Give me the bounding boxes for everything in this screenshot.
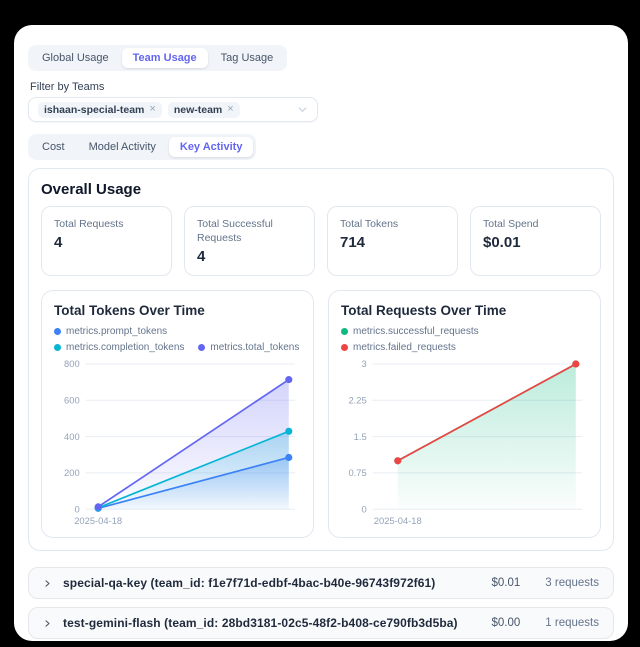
tab-global-usage[interactable]: Global Usage xyxy=(42,52,109,64)
key-spend: $0.01 xyxy=(491,577,521,589)
legend-item: metrics.failed_requests xyxy=(341,342,588,353)
stat-total-spend: Total Spend $0.01 xyxy=(470,206,601,276)
team-chip[interactable]: new-team × xyxy=(167,101,240,118)
legend-dot-icon xyxy=(341,344,348,351)
overall-usage-card: Overall Usage Total Requests 4 Total Suc… xyxy=(28,168,614,551)
chevron-down-icon[interactable] xyxy=(297,104,308,115)
stat-total-tokens: Total Tokens 714 xyxy=(327,206,458,276)
tokens-chart-legend: metrics.prompt_tokens metrics.completion_… xyxy=(54,326,301,353)
key-accordion-row[interactable]: test-gemini-flash (team_id: 28bd3181-02c… xyxy=(28,607,614,639)
tab-team-usage[interactable]: Team Usage xyxy=(121,48,208,68)
svg-text:2025-04-18: 2025-04-18 xyxy=(74,516,122,526)
overall-usage-title: Overall Usage xyxy=(41,181,142,198)
stat-value: $0.01 xyxy=(483,234,521,252)
remove-chip-icon[interactable]: × xyxy=(227,103,234,115)
tab-tag-usage[interactable]: Tag Usage xyxy=(220,52,274,64)
svg-text:2025-04-18: 2025-04-18 xyxy=(374,516,422,526)
requests-over-time-card: Total Requests Over Time metrics.success… xyxy=(328,290,601,538)
svg-text:0.75: 0.75 xyxy=(348,468,366,478)
svg-text:3: 3 xyxy=(361,359,366,369)
usage-scope-tabs: Global Usage Team Usage Tag Usage xyxy=(28,45,288,71)
team-chip-label: ishaan-special-team xyxy=(44,103,145,116)
stat-label: Total Tokens xyxy=(340,218,399,230)
legend-item: metrics.successful_requests xyxy=(341,326,588,337)
key-accordion-row[interactable]: special-qa-key (team_id: f1e7f71d-edbf-4… xyxy=(28,567,614,599)
team-chip[interactable]: ishaan-special-team × xyxy=(38,101,162,118)
tab-cost[interactable]: Cost xyxy=(42,141,65,153)
teams-multiselect[interactable]: ishaan-special-team × new-team × xyxy=(28,97,318,122)
stat-label: Total Requests xyxy=(54,218,124,230)
legend-item: metrics.prompt_tokens xyxy=(54,326,167,337)
stat-value: 4 xyxy=(54,234,63,252)
svg-text:2.25: 2.25 xyxy=(348,396,366,406)
svg-text:1.5: 1.5 xyxy=(354,432,367,442)
key-request-count: 1 requests xyxy=(545,617,599,629)
requests-chart-legend: metrics.successful_requests metrics.faile… xyxy=(341,326,588,353)
requests-over-time-chart: 0 0.75 1.5 2.25 3 2025-04-18 xyxy=(348,359,583,526)
svg-text:0: 0 xyxy=(74,504,79,514)
svg-text:400: 400 xyxy=(64,432,80,442)
tokens-over-time-card: Total Tokens Over Time metrics.prompt_to… xyxy=(41,290,314,538)
legend-item: metrics.total_tokens xyxy=(198,342,299,353)
key-spend: $0.00 xyxy=(491,617,521,629)
chevron-right-icon xyxy=(43,579,52,588)
usage-dashboard-panel: Global Usage Team Usage Tag Usage Filter… xyxy=(14,25,628,641)
legend-dot-icon xyxy=(54,328,61,335)
svg-text:800: 800 xyxy=(64,359,80,369)
tokens-over-time-chart: 0 200 400 600 800 2025-04-18 xyxy=(64,359,296,526)
key-name: special-qa-key (team_id: f1e7f71d-edbf-4… xyxy=(63,576,436,590)
activity-view-tabs: Cost Model Activity Key Activity xyxy=(28,134,257,160)
stat-label: Total Successful Requests xyxy=(197,218,273,245)
stat-value: 4 xyxy=(197,248,206,266)
remove-chip-icon[interactable]: × xyxy=(149,103,156,115)
stat-label: Total Spend xyxy=(483,218,539,230)
key-request-count: 3 requests xyxy=(545,577,599,589)
tab-model-activity[interactable]: Model Activity xyxy=(88,141,156,153)
stat-total-requests: Total Requests 4 xyxy=(41,206,172,276)
key-name: test-gemini-flash (team_id: 28bd3181-02c… xyxy=(63,616,458,630)
requests-chart-title: Total Requests Over Time xyxy=(341,303,507,318)
legend-dot-icon xyxy=(198,344,206,351)
tokens-chart-title: Total Tokens Over Time xyxy=(54,303,205,318)
svg-text:600: 600 xyxy=(64,396,80,406)
chevron-right-icon xyxy=(43,619,52,628)
stat-value: 714 xyxy=(340,234,366,252)
legend-dot-icon xyxy=(54,344,61,351)
charts-row: Total Tokens Over Time metrics.prompt_to… xyxy=(41,290,601,538)
team-chip-label: new-team xyxy=(173,103,223,116)
svg-text:200: 200 xyxy=(64,468,80,478)
stats-row: Total Requests 4 Total Successful Reques… xyxy=(41,206,601,276)
stat-total-successful-requests: Total Successful Requests 4 xyxy=(184,206,315,276)
legend-item: metrics.completion_tokens xyxy=(54,342,184,353)
filter-by-teams-label: Filter by Teams xyxy=(30,81,105,93)
tab-key-activity[interactable]: Key Activity xyxy=(168,137,254,157)
svg-text:0: 0 xyxy=(361,504,366,514)
legend-dot-icon xyxy=(341,328,348,335)
